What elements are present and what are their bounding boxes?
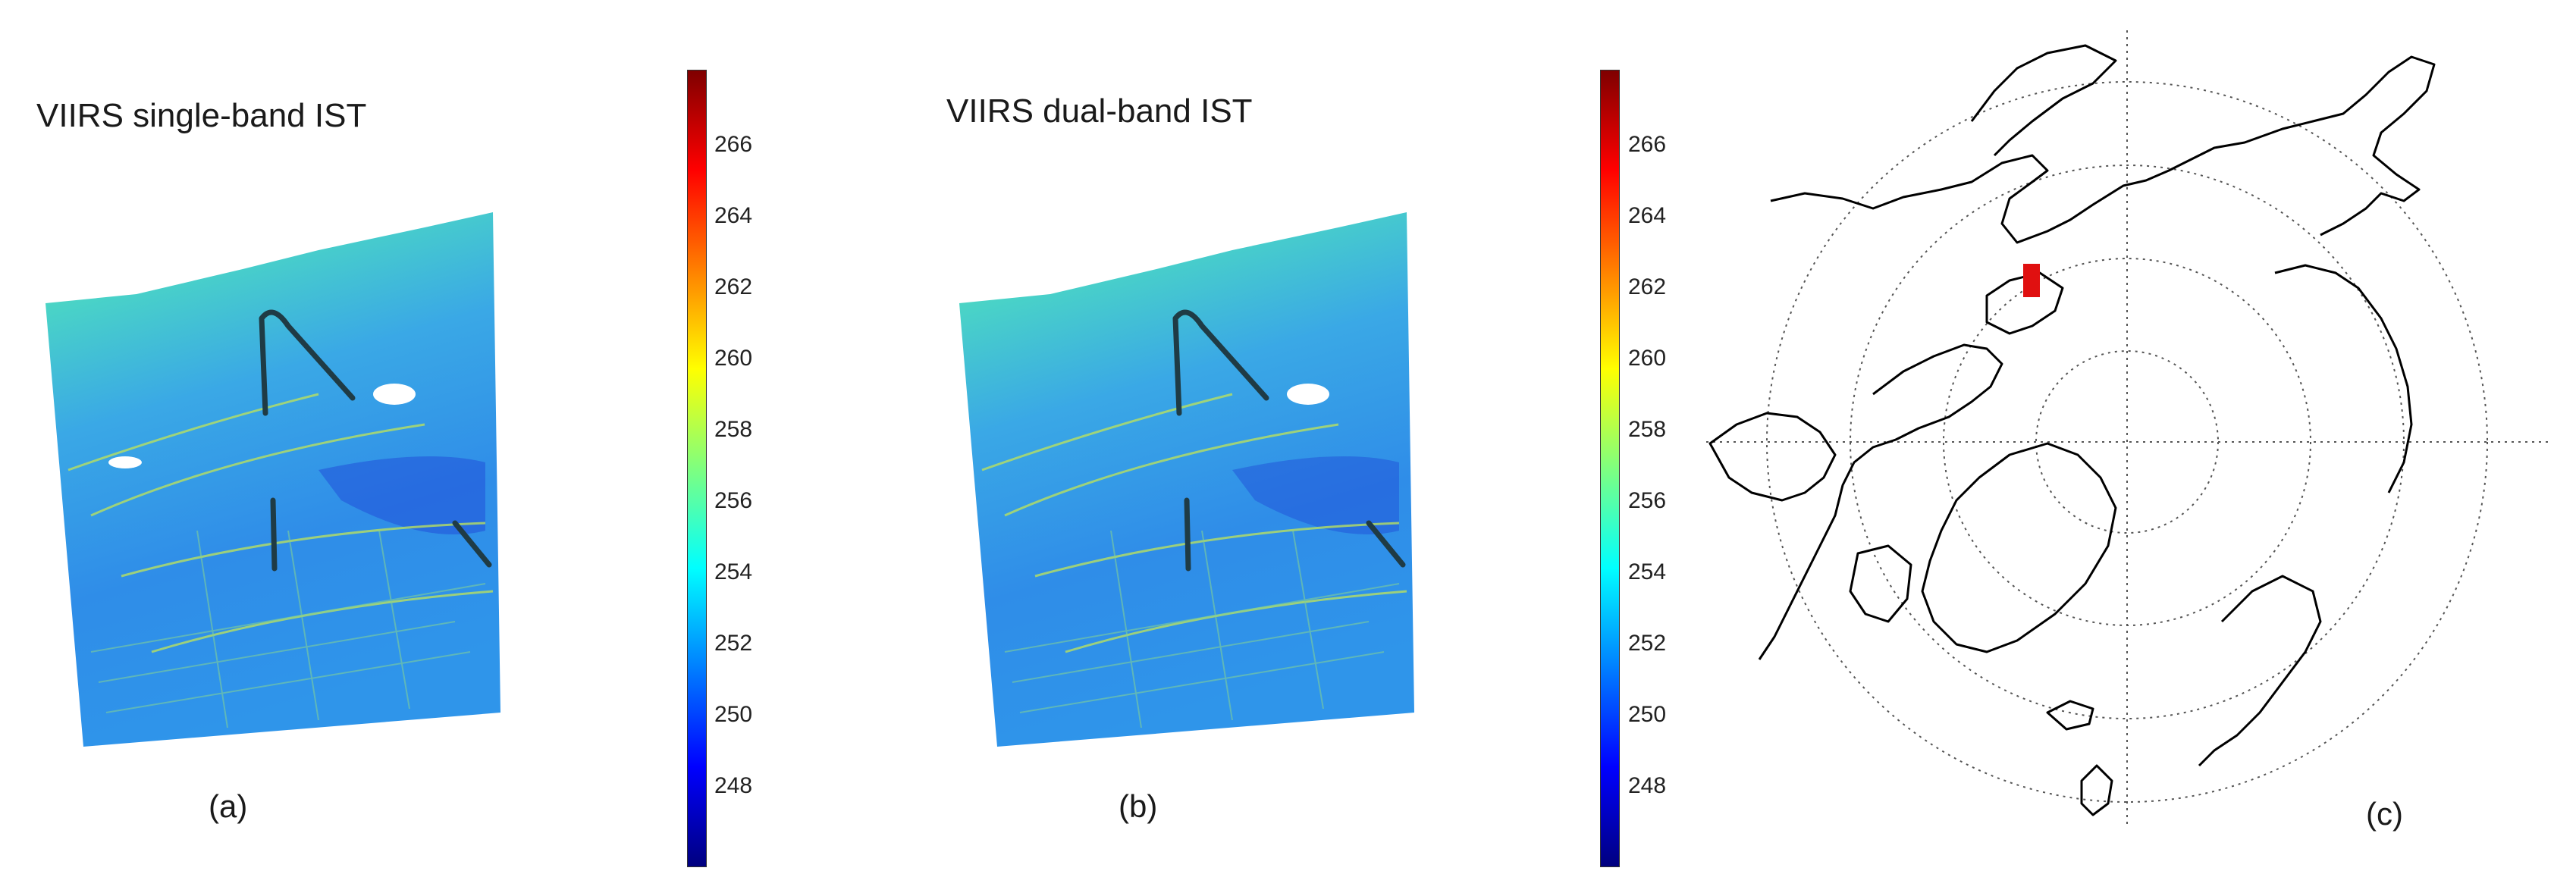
coast-hudson <box>1849 544 1912 623</box>
island-britain <box>2080 764 2113 816</box>
coast-scandinavia <box>1970 44 2117 157</box>
colorbar-a-tick: 252 <box>714 631 753 656</box>
panel-a-title: VIIRS single-band IST <box>36 97 367 134</box>
panel-b-grid-lines <box>1004 530 1400 728</box>
panel-b-lead-lines <box>981 393 1407 653</box>
panel-b-flight-track <box>1172 309 1406 572</box>
colorbar-a-tick: 266 <box>714 132 753 157</box>
panel-a-cloud-patch <box>373 384 416 405</box>
colorbar-a-tick: 260 <box>714 346 753 371</box>
panel-a-lead-lines <box>67 393 494 653</box>
colorbar-b-tick: 266 <box>1628 132 1667 157</box>
colorbar-a-tick: 248 <box>714 773 753 798</box>
coast-russia-east <box>2274 264 2413 493</box>
graticule-ring-outer <box>1766 81 2488 803</box>
panel-a-grid-lines <box>90 530 486 728</box>
coast-arctic-islands <box>1985 271 2064 335</box>
colorbar-a-tick: 254 <box>714 559 753 584</box>
coast-siberia <box>1770 55 2436 244</box>
panel-a-cold-region <box>318 456 485 534</box>
colorbar-b-tick: 250 <box>1628 702 1667 727</box>
panel-b-cloud-patch <box>1287 384 1329 405</box>
colorbar-b-tick: 264 <box>1628 203 1667 228</box>
panel-a-ist-swath <box>45 212 500 747</box>
colorbar-b-tick: 248 <box>1628 773 1667 798</box>
coast-alaska <box>1708 412 1837 502</box>
island-iceland <box>2046 700 2094 731</box>
study-area-marker <box>2023 264 2040 297</box>
colorbar-a-tick: 262 <box>714 274 753 299</box>
land-outlines <box>1708 44 2436 816</box>
coast-canada <box>1758 343 2003 660</box>
map-graticule <box>1706 30 2548 826</box>
panel-c-label: (c) <box>2366 796 2403 832</box>
panel-b-cold-region <box>1232 456 1399 534</box>
panel-b-colorbar <box>1600 70 1620 867</box>
coast-europe <box>2198 575 2322 767</box>
panel-a-cloud-patch-2 <box>108 456 142 468</box>
colorbar-a-tick: 250 <box>714 702 753 727</box>
colorbar-b-tick: 256 <box>1628 488 1667 513</box>
panel-b-label: (b) <box>1119 788 1158 824</box>
panel-a-flight-track <box>259 309 492 572</box>
panel-b-ist-swath <box>959 212 1414 747</box>
panel-b-title: VIIRS dual-band IST <box>946 92 1253 130</box>
colorbar-b-tick: 254 <box>1628 559 1667 584</box>
colorbar-a-tick: 258 <box>714 417 753 442</box>
panel-a-label: (a) <box>209 788 248 824</box>
panel-a-colorbar <box>687 70 707 867</box>
colorbar-b-tick: 260 <box>1628 346 1667 371</box>
colorbar-a-tick: 264 <box>714 203 753 228</box>
coast-greenland <box>1921 442 2117 653</box>
colorbar-b-tick: 262 <box>1628 274 1667 299</box>
colorbar-b-tick: 258 <box>1628 417 1667 442</box>
colorbar-b-tick: 252 <box>1628 631 1667 656</box>
colorbar-a-tick: 256 <box>714 488 753 513</box>
